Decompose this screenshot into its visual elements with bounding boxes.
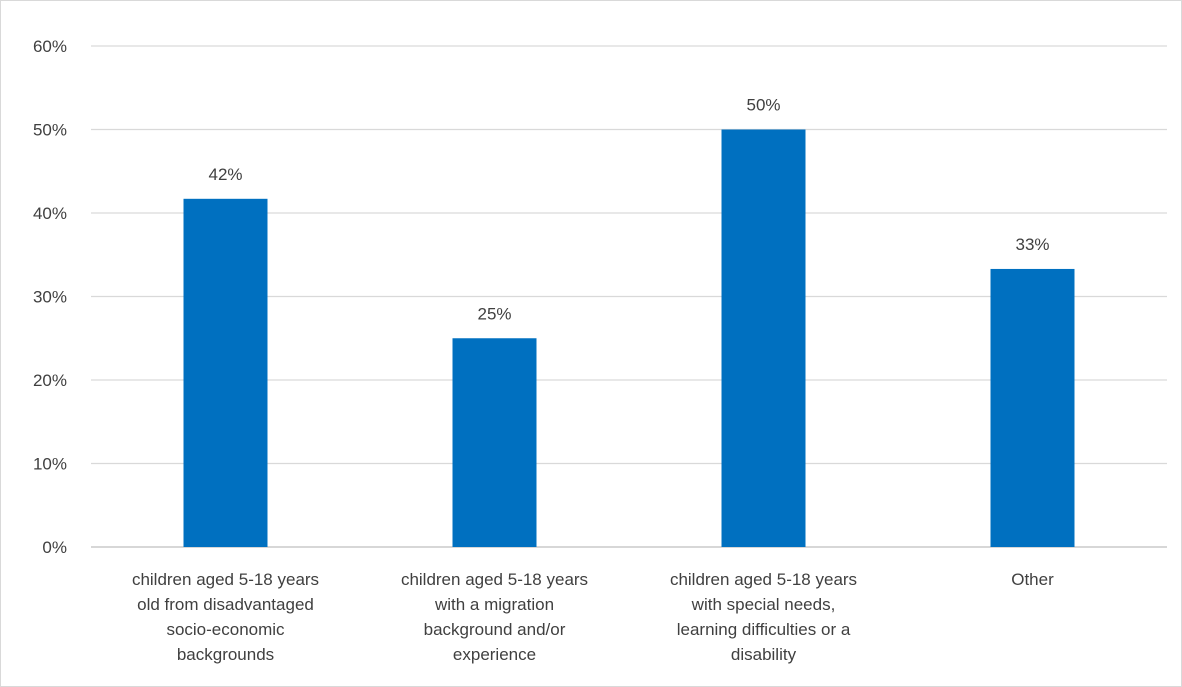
y-axis-ticks: 0% 10% 20% 30% 40% 50% 60% <box>33 37 67 557</box>
bars <box>183 129 1075 547</box>
x-category-label: children aged 5-18 years old from disadva… <box>132 570 319 664</box>
y-tick-label: 30% <box>33 288 67 307</box>
y-tick-label: 20% <box>33 371 67 390</box>
x-category-label-line: with special needs, <box>691 595 836 614</box>
x-category-label-line: children aged 5-18 years <box>401 570 588 589</box>
bar <box>721 129 806 547</box>
x-category-label-line: learning difficulties or a <box>677 620 851 639</box>
x-category-label: children aged 5-18 years with a migration… <box>401 570 588 664</box>
gridlines <box>91 45 1167 548</box>
x-category-label-line: children aged 5-18 years <box>670 570 857 589</box>
data-labels: 42% 25% 50% 33% <box>208 96 1049 324</box>
x-category-label-line: socio-economic <box>166 620 285 639</box>
data-label: 25% <box>477 304 511 323</box>
y-tick-label: 10% <box>33 455 67 474</box>
data-label: 33% <box>1015 235 1049 254</box>
bar <box>990 268 1075 547</box>
x-category-label-line: experience <box>453 645 536 664</box>
x-category-label-line: Other <box>1011 570 1054 589</box>
x-category-label-line: children aged 5-18 years <box>132 570 319 589</box>
data-label: 42% <box>208 165 242 184</box>
x-category-label: children aged 5-18 years with special nee… <box>670 570 857 664</box>
bar <box>183 198 268 547</box>
x-category-label-line: background and/or <box>424 620 566 639</box>
y-tick-label: 0% <box>42 538 67 557</box>
x-category-label-line: backgrounds <box>177 645 274 664</box>
bar <box>452 338 537 547</box>
x-category-label-line: with a migration <box>434 595 554 614</box>
x-category-label-line: disability <box>731 645 797 664</box>
y-tick-label: 40% <box>33 204 67 223</box>
x-axis-categories: children aged 5-18 years old from disadva… <box>132 570 1054 664</box>
y-tick-label: 60% <box>33 37 67 56</box>
x-category-label: Other <box>1011 570 1054 589</box>
y-tick-label: 50% <box>33 121 67 140</box>
data-label: 50% <box>746 96 780 115</box>
x-category-label-line: old from disadvantaged <box>137 595 314 614</box>
